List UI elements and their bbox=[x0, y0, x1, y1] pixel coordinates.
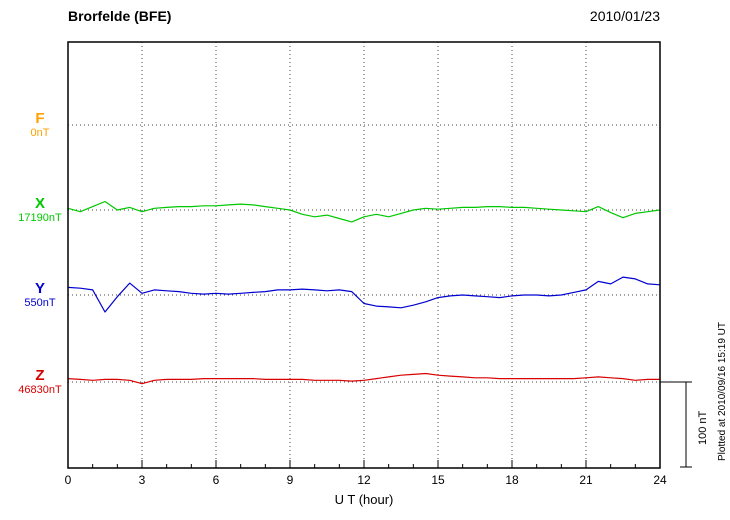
series-baseline-value-X: 17190nT bbox=[18, 212, 62, 224]
series-baseline-value-Y: 550nT bbox=[24, 297, 56, 309]
series-label-Z: Z bbox=[35, 367, 45, 384]
x-tick-label: 15 bbox=[431, 473, 445, 487]
x-axis-label: U T (hour) bbox=[334, 492, 394, 507]
trace-X bbox=[67, 200, 661, 223]
series-label-F: F bbox=[35, 110, 45, 127]
x-tick-label: 21 bbox=[579, 473, 593, 487]
series-baseline-value-F: 0nT bbox=[30, 127, 50, 139]
x-tick-label: 3 bbox=[138, 473, 146, 487]
station-title: Brorfelde (BFE) bbox=[68, 8, 172, 24]
scale-bar-label: 100 nT bbox=[697, 410, 709, 445]
x-tick-label: 6 bbox=[212, 473, 220, 487]
trace-Y bbox=[67, 276, 661, 313]
trace-Z bbox=[67, 372, 661, 385]
x-tick-label: 9 bbox=[286, 473, 294, 487]
series-label-X: X bbox=[34, 195, 45, 212]
plot-date: 2010/01/23 bbox=[589, 8, 660, 24]
series-label-Y: Y bbox=[34, 280, 45, 297]
plotted-timestamp: Plotted at 2010/09/16 15:19 UT bbox=[717, 322, 728, 461]
x-tick-label: 0 bbox=[64, 473, 72, 487]
series-baseline-value-Z: 46830nT bbox=[18, 384, 62, 396]
x-tick-label: 24 bbox=[653, 473, 667, 487]
x-tick-label: 12 bbox=[357, 473, 371, 487]
x-tick-label: 18 bbox=[505, 473, 519, 487]
